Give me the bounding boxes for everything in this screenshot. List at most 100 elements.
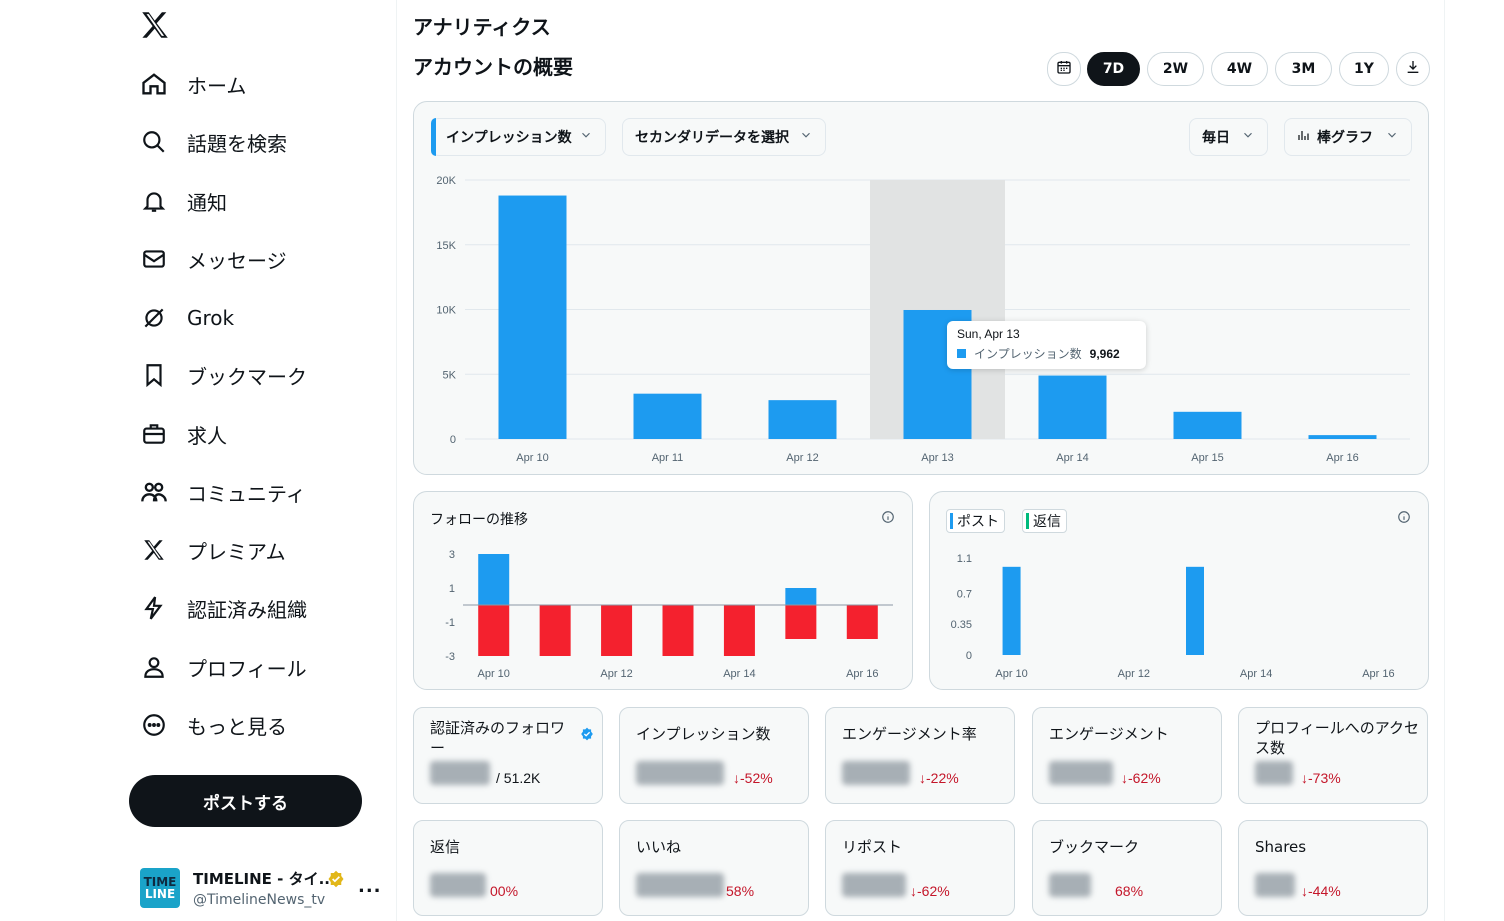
tooltip-value: 9,962 xyxy=(1089,346,1120,361)
x-tick-label: Apr 10 xyxy=(478,668,510,680)
stat-title: エンゲージメント率 xyxy=(842,725,977,743)
range-4w-button[interactable]: 4W xyxy=(1211,52,1268,86)
stat-card-profile-visits[interactable]: プロフィールへのアクセス数 ↓-73% xyxy=(1238,707,1428,804)
y-tick-label: 20K xyxy=(436,175,456,187)
nav-label: コミュニティ xyxy=(187,481,306,506)
stat-title: インプレッション数 xyxy=(636,725,771,743)
post-button[interactable]: ポストする xyxy=(129,775,362,827)
bar-negative xyxy=(662,605,694,656)
avatar-text: TIME xyxy=(143,875,177,889)
sidebar: ホーム 話題を検索 通知 メッセージ Grok ブックマーク 求人 コミュニティ… xyxy=(0,0,396,921)
range-2w-button[interactable]: 2W xyxy=(1147,52,1204,86)
verified-gold-icon xyxy=(327,870,345,892)
nav-more[interactable]: もっと見る xyxy=(138,703,287,747)
nav-label: 通知 xyxy=(187,190,227,215)
stat-card-reposts[interactable]: リポスト ↓-62% xyxy=(825,820,1015,916)
impressions-chart[interactable]: 0 5K 10K 15K 20K Apr 10 Apr 11 Apr 12 Apr 13 Apr … xyxy=(413,165,1429,470)
posts-legend-chip[interactable]: ポスト xyxy=(946,509,1005,533)
redacted-value xyxy=(1255,873,1295,897)
bar-positive xyxy=(785,588,817,605)
bookmark-icon xyxy=(138,359,170,391)
nav-bookmarks[interactable]: ブックマーク xyxy=(138,353,307,397)
x-tick-label: Apr 14 xyxy=(723,668,755,680)
follows-chart[interactable]: -3 -1 1 3 Apr 10 Apr 12 Apr 14 Apr 16 xyxy=(413,540,913,685)
nav-notifications[interactable]: 通知 xyxy=(138,179,227,223)
stat-card-verified-followers[interactable]: 認証済みのフォロワー / 51.2K xyxy=(413,707,603,804)
stat-card-likes[interactable]: いいね 58% xyxy=(619,820,809,916)
bell-icon xyxy=(138,185,170,217)
nav-label: プレミアム xyxy=(187,539,286,564)
nav-messages[interactable]: メッセージ xyxy=(138,237,287,281)
range-1y-button[interactable]: 1Y xyxy=(1339,52,1389,86)
nav-home[interactable]: ホーム xyxy=(138,62,246,106)
nav-profile[interactable]: プロフィール xyxy=(138,645,307,689)
posts-chart[interactable]: 0 0.35 0.7 1.1 Apr 10 Apr 12 Apr 14 Apr 16 xyxy=(929,540,1429,685)
secondary-dropdown-label: セカンダリデータを選択 xyxy=(635,130,789,146)
nav-verified-orgs[interactable]: 認証済み組織 xyxy=(138,586,307,630)
section-title: アカウントの概要 xyxy=(413,55,573,79)
redacted-value xyxy=(430,873,486,897)
nav-communities[interactable]: コミュニティ xyxy=(138,470,306,514)
account-more-icon[interactable]: ... xyxy=(358,876,382,897)
calendar-icon xyxy=(1056,59,1072,79)
y-tick-label: 0.35 xyxy=(951,619,972,631)
chart-type-dropdown[interactable]: 棒グラフ xyxy=(1284,118,1412,156)
metric-color-indicator xyxy=(431,118,436,156)
nav-premium[interactable]: プレミアム xyxy=(138,528,286,572)
nav-grok[interactable]: Grok xyxy=(138,296,234,340)
stat-delta: ↓-62% xyxy=(910,883,950,899)
bar-negative xyxy=(846,605,878,639)
nav-explore[interactable]: 話題を検索 xyxy=(138,120,287,164)
stat-card-replies[interactable]: 返信 00% xyxy=(413,820,603,916)
mail-icon xyxy=(138,243,170,275)
legend-swatch xyxy=(1026,513,1029,529)
x-tick-label: Apr 14 xyxy=(1056,452,1088,464)
account-handle: @TimelineNews_tv xyxy=(193,892,326,908)
stat-card-impressions[interactable]: インプレッション数 ↓-52% xyxy=(619,707,809,804)
info-icon[interactable] xyxy=(881,509,895,528)
x-tick-label: Apr 12 xyxy=(600,668,632,680)
interval-dropdown[interactable]: 毎日 xyxy=(1189,118,1268,156)
home-icon xyxy=(138,68,170,100)
download-button[interactable] xyxy=(1396,52,1430,86)
bar xyxy=(1173,411,1242,439)
info-icon[interactable] xyxy=(1397,509,1411,528)
y-tick-label: 10K xyxy=(436,305,456,317)
nav-label: プロフィール xyxy=(187,656,307,681)
chart-tooltip: Sun, Apr 13 インプレッション数 9,962 xyxy=(947,321,1146,369)
bar-negative xyxy=(539,605,571,656)
legend-swatch xyxy=(950,513,953,529)
stat-title: 返信 xyxy=(430,838,461,856)
secondary-data-dropdown[interactable]: セカンダリデータを選択 xyxy=(622,118,826,156)
tooltip-label: インプレッション数 xyxy=(974,347,1082,361)
range-3m-button[interactable]: 3M xyxy=(1275,52,1332,86)
calendar-button[interactable] xyxy=(1047,52,1081,86)
x-tick-label: Apr 16 xyxy=(1326,452,1358,464)
chevron-down-icon xyxy=(579,128,593,146)
account-switcher[interactable]: TIME LINE TIMELINE - タイ... @TimelineNews… xyxy=(140,862,390,912)
x-tick-label: Apr 16 xyxy=(1362,668,1394,680)
stat-card-engagement-rate[interactable]: エンゲージメント率 ↓-22% xyxy=(825,707,1015,804)
redacted-value xyxy=(842,873,906,897)
stat-delta: ↓-44% xyxy=(1301,883,1341,899)
nav-jobs[interactable]: 求人 xyxy=(138,412,227,456)
x-tick-label: Apr 16 xyxy=(846,668,878,680)
bar-negative xyxy=(601,605,633,656)
stat-card-shares[interactable]: Shares ↓-44% xyxy=(1238,820,1428,916)
community-icon xyxy=(138,476,170,508)
metric-dropdown-label: インプレッション数 xyxy=(446,130,572,146)
stat-card-bookmarks[interactable]: ブックマーク 68% xyxy=(1032,820,1222,916)
nav-label: メッセージ xyxy=(187,248,287,273)
stat-delta: 68% xyxy=(1115,883,1144,899)
metric-dropdown[interactable]: インプレッション数 xyxy=(431,118,606,156)
stat-card-engagements[interactable]: エンゲージメント ↓-62% xyxy=(1032,707,1222,804)
x-logo-icon[interactable] xyxy=(138,8,172,42)
y-tick-label: 1.1 xyxy=(957,553,972,565)
x-tick-label: Apr 14 xyxy=(1240,668,1272,680)
x-logo-icon xyxy=(138,534,170,566)
legend-label: ポスト xyxy=(957,514,999,530)
stat-delta: ↓-73% xyxy=(1301,770,1341,786)
bar xyxy=(1186,566,1204,655)
replies-legend-chip[interactable]: 返信 xyxy=(1022,509,1067,533)
range-7d-button[interactable]: 7D xyxy=(1087,52,1140,86)
